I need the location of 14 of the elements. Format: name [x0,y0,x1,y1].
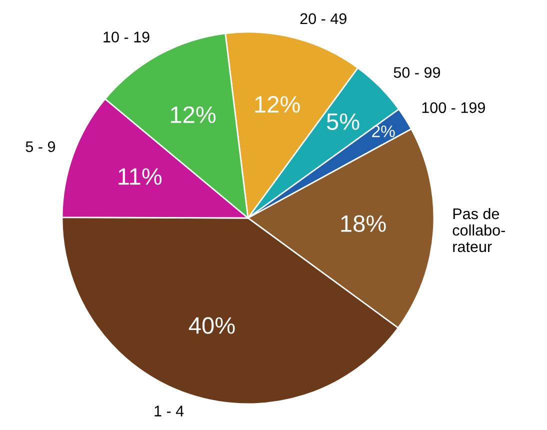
data-label: 12% [255,96,300,113]
data-label: 18% [341,215,386,232]
data-label: 11% [118,168,162,185]
slice-label: Pas de collabo- rateur [452,208,505,252]
slice-label: 100 - 199 [422,102,485,114]
slice-label: 10 - 19 [104,32,150,42]
data-label: 2% [372,125,395,138]
data-label: 5% [326,113,360,130]
slice-label: 5 - 9 [26,141,56,152]
data-label: 12% [170,106,216,123]
slice-label: 20 - 49 [300,13,346,24]
data-label: 40% [188,317,235,334]
slice-label: 50 - 99 [394,67,440,78]
slice-label: 1 - 4 [154,406,184,416]
